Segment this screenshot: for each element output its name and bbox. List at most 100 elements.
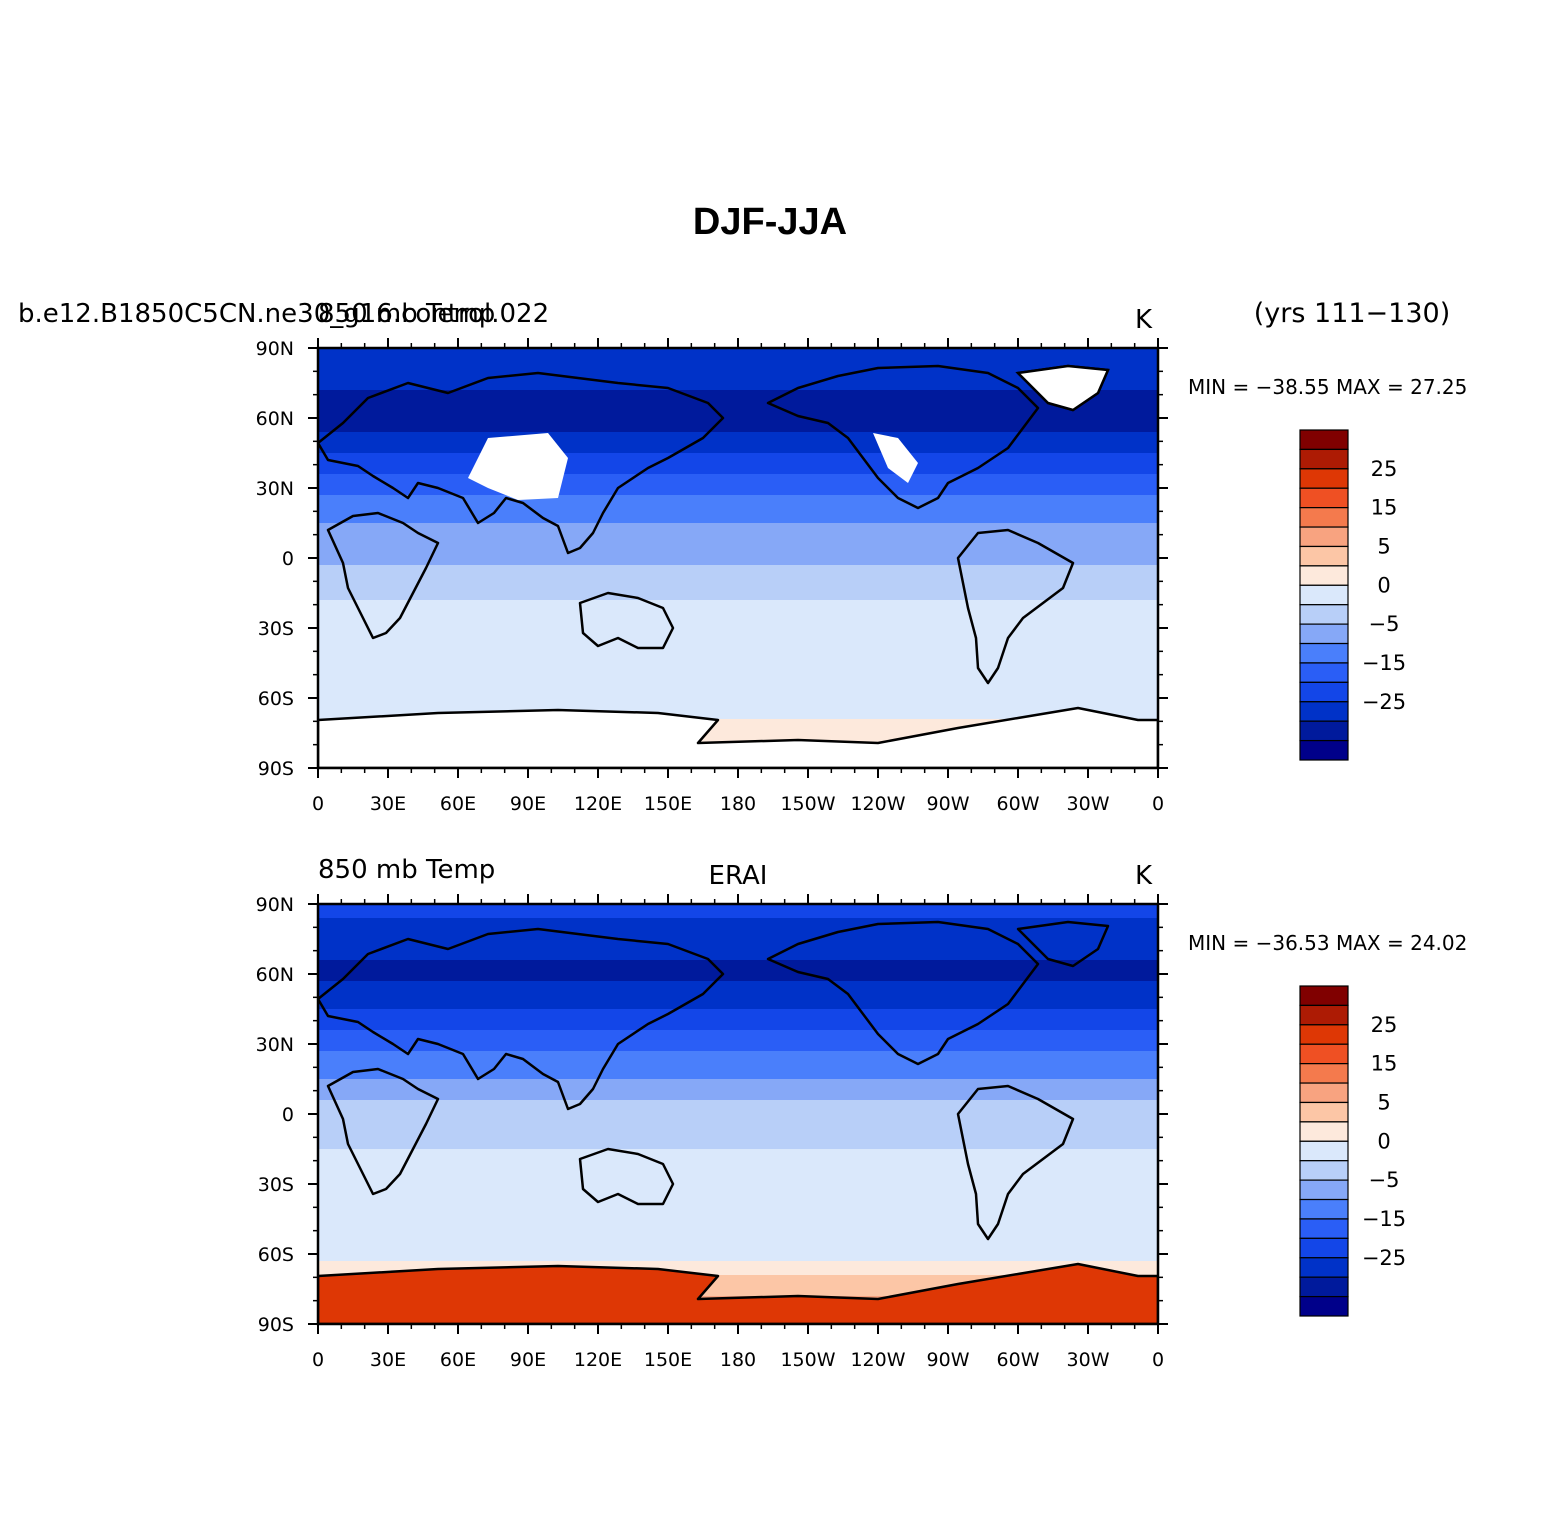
colorbar-box (1299, 429, 1349, 451)
field-band (318, 509, 1158, 517)
field-band (318, 719, 1158, 727)
x-tick-label: 0 (1152, 793, 1164, 815)
x-tick-label: 90E (510, 793, 546, 815)
y-tick-label: 0 (282, 1104, 294, 1126)
field-band (318, 614, 1158, 622)
colorbar-label: 15 (1371, 496, 1398, 520)
x-tick-label: 180 (720, 793, 756, 815)
field-band (318, 376, 1158, 384)
x-tick-label: 150W (780, 793, 835, 815)
field-band (318, 1058, 1158, 1066)
colorbar-box (1299, 662, 1349, 683)
field-band (318, 579, 1158, 587)
field-band (318, 1184, 1158, 1192)
field-band (318, 607, 1158, 615)
field-band (318, 432, 1158, 440)
min-value: −36.53 (1256, 931, 1330, 955)
field-band (318, 1191, 1158, 1199)
field-band (318, 1254, 1158, 1262)
colorbar-label: 25 (1371, 1013, 1398, 1037)
field-band (318, 733, 1158, 741)
colorbar-label: 5 (1377, 1090, 1390, 1114)
x-tick-label: 30W (1067, 793, 1110, 815)
field-band (318, 586, 1158, 594)
field-band (318, 677, 1158, 685)
main-title: DJF-JJA (693, 201, 847, 243)
field-band (318, 495, 1158, 503)
field-band (318, 425, 1158, 433)
x-tick-label: 150W (780, 1349, 835, 1371)
colorbar-label: 0 (1377, 1129, 1390, 1153)
coastline-outline (766, 364, 1040, 510)
colorbar-label: 15 (1371, 1052, 1398, 1076)
field-band (318, 967, 1158, 975)
colorbar-label: −15 (1362, 651, 1406, 675)
field-band (318, 918, 1158, 926)
coastlines (318, 920, 1158, 1324)
field-band (318, 551, 1158, 559)
field-band (318, 1205, 1158, 1213)
field-band (318, 1149, 1158, 1157)
field-band (318, 516, 1158, 524)
field-band (318, 1212, 1158, 1220)
period-label: (yrs 111−130) (1254, 298, 1451, 329)
coastline-outline (578, 1147, 675, 1206)
field-band (318, 1044, 1158, 1052)
field-band (318, 1247, 1158, 1255)
field-band (318, 726, 1158, 734)
field-band (318, 642, 1158, 650)
missing-data-region (873, 433, 918, 483)
colorbar-box (1299, 1276, 1349, 1298)
colorbar-label: 0 (1377, 573, 1390, 597)
field-band (318, 355, 1158, 363)
field-band (318, 572, 1158, 580)
field-band (318, 1079, 1158, 1087)
field-band (318, 621, 1158, 629)
variable-label: 850 mb Temp (318, 299, 495, 329)
field-band (318, 1156, 1158, 1164)
colorbar-box (1299, 1043, 1349, 1065)
y-tick-label: 0 (282, 548, 294, 570)
field-band (318, 939, 1158, 947)
field-band (318, 946, 1158, 954)
field-band (318, 911, 1158, 919)
colorbar-label: −25 (1362, 1246, 1406, 1270)
field-band (318, 383, 1158, 391)
field-band (318, 712, 1158, 720)
min-label: MIN = (1188, 931, 1256, 955)
x-tick-label: 120W (850, 793, 905, 815)
y-tick-label: 60S (258, 1244, 294, 1266)
field-band (318, 1226, 1158, 1234)
colorbar-box (1299, 565, 1349, 586)
field-band (318, 439, 1158, 447)
colorbar-label: −5 (1369, 612, 1400, 636)
y-tick-label: 60N (256, 408, 294, 430)
x-tick-label: 90W (927, 1349, 970, 1371)
field-band (318, 684, 1158, 692)
field-band (318, 670, 1158, 678)
field-band (318, 1282, 1158, 1290)
field-band (318, 1121, 1158, 1129)
case-label: b.e12.B1850C5CN.ne30_g16.control.022 (18, 299, 549, 329)
field-band (318, 523, 1158, 531)
x-tick-label: 120W (850, 1349, 905, 1371)
colorbar: 25 15 5 0 −5 −15 −25 (1299, 429, 1406, 761)
colorbar-box (1299, 468, 1349, 489)
field-band (318, 460, 1158, 468)
field-band (318, 558, 1158, 566)
y-tick-label: 90N (256, 338, 294, 360)
field-band (318, 397, 1158, 405)
field-band (318, 988, 1158, 996)
colorbar-box (1299, 1257, 1349, 1278)
x-tick-label: 0 (312, 1349, 324, 1371)
x-tick-label: 150E (644, 793, 692, 815)
field-band (318, 502, 1158, 510)
field-band (318, 1002, 1158, 1010)
field-band (318, 925, 1158, 933)
map-panel-1: 0 30E 60E 90E 120E 150E 180 150W 120W 90W 60W 30W 09… (256, 855, 1468, 1371)
field-band (318, 488, 1158, 496)
field-band (318, 1289, 1158, 1297)
x-tick-label: 0 (312, 793, 324, 815)
x-tick-label: 30W (1067, 1349, 1110, 1371)
coastline-outline (766, 920, 1040, 1066)
